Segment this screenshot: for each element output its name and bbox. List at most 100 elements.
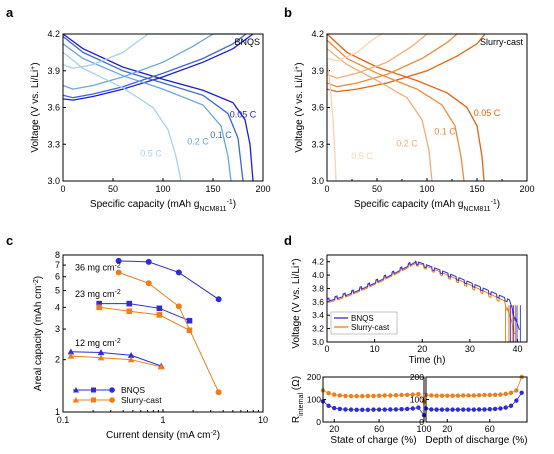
y-axis-label: Voltage (V vs. Li/Li+) [294,62,306,152]
data-point [445,393,450,398]
data-point [410,392,415,397]
data-point [461,407,466,412]
y-tick-label: 4.2 [311,29,324,39]
y-tick-label: 200 [410,372,424,382]
panel-title: BNQS [234,37,260,47]
data-point [487,406,492,412]
data-point [503,405,508,410]
data-point [343,407,348,412]
data-point [450,407,455,412]
y-axis-label: Rinternal (Ω) [291,376,305,423]
x-tick-label: 10 [258,415,268,425]
x-axis-label-part: -1 [491,199,497,206]
x-tick-label: 50 [108,184,118,194]
rate-label: 0.05 C [230,109,257,119]
series-charge-line [326,33,477,88]
x-tick-label: 100 [155,184,170,194]
y-axis-label-part: ) [30,62,41,65]
series-discharge-line [326,48,433,182]
x-axis-label-part: Current density (mA cm [106,430,210,441]
series-line [118,271,220,393]
loading-label: 23 mg cm-2 [75,288,121,299]
y-tick-label: 4.2 [312,257,324,267]
x-axis-label-part: ) [217,430,220,441]
data-point [145,258,152,265]
panel-label-b: b [284,5,292,20]
data-point [175,303,182,310]
data-point [371,393,376,399]
data-point [514,388,519,393]
data-point [376,393,382,398]
x-tick-label: 0 [60,184,65,194]
data-point [215,296,222,303]
panel-label-c: c [6,233,13,248]
data-point [404,392,410,397]
data-point [67,352,75,359]
data-point [360,407,365,413]
y-tick-label: 3.2 [312,324,324,334]
data-point [393,393,399,398]
y-axis-label-part: + [30,66,37,70]
x-tick-label: 150 [469,184,484,194]
data-point [115,269,122,276]
data-point [127,351,135,358]
x-tick-label: 150 [205,184,220,194]
rate-label: 0.5 C [351,151,373,161]
data-point [416,391,421,397]
x-tick-label: 20 [329,424,339,434]
x-tick-label: 60 [374,424,384,434]
data-point [416,405,421,410]
data-point [508,403,514,408]
y-tick-label: 4.2 [47,29,60,39]
panel-b: 0 50 100 150 200 3.0 3.3 3.6 3.9 4.2 0.05 C 0.1 C 0.… [294,29,535,213]
data-point [97,354,105,361]
panel-a-frame [62,33,264,182]
data-point [461,393,466,398]
x-tick-label: 1 [160,415,165,425]
x-axis-label-part: NCM811 [463,206,490,213]
data-point [471,407,477,412]
y-axis-label-part: internal [298,392,305,415]
data-point [404,406,410,412]
panel-d_soc-frame [322,376,425,423]
y-tick-label: 8 [55,250,60,260]
y-tick-label: 1 [55,407,60,417]
data-point [126,308,133,315]
data-point [115,257,122,264]
y-axis-label-part: Voltage (V vs. Li/Li [30,70,41,153]
data-point [156,305,163,312]
gitt-line [327,261,516,335]
x-tick-label: 0 [324,184,329,194]
panel-d-top: 0 10 20 30 40 3.0 3.2 3.4 3.6 3.8 4.0 4.2 BNQSSlurry… [291,257,523,366]
x-tick-label: 60 [485,424,495,434]
data-point [97,349,105,356]
loading-label: 12 mg cm-2 [75,337,121,348]
data-point [514,398,519,403]
data-point [186,317,193,324]
data-point [466,407,471,412]
y-axis-label-part: (Ω) [291,376,302,393]
data-point [388,393,393,398]
y-tick-label: 3.3 [47,139,60,149]
data-point [175,269,182,276]
data-point [476,393,482,398]
x-axis-label-part: -2 [210,430,216,437]
series-discharge-line [326,39,465,182]
series-line [70,355,162,368]
data-point [471,393,477,398]
y-tick-label: 3 [55,324,60,334]
data-point [466,393,471,398]
x-axis-label: Specific capacity (mAh gNCM811-1) [90,199,236,213]
legend-circle [109,397,115,403]
y-tick-label: 3.8 [312,283,324,293]
data-point [399,406,404,412]
y-tick-label: 0 [419,417,424,427]
y-tick-label: 3.9 [311,66,324,76]
y-tick-label: 5 [55,285,60,295]
rate-label: 0.2 C [396,139,418,149]
x-tick-label: 20 [417,344,427,354]
x-tick-label: 30 [465,344,475,354]
